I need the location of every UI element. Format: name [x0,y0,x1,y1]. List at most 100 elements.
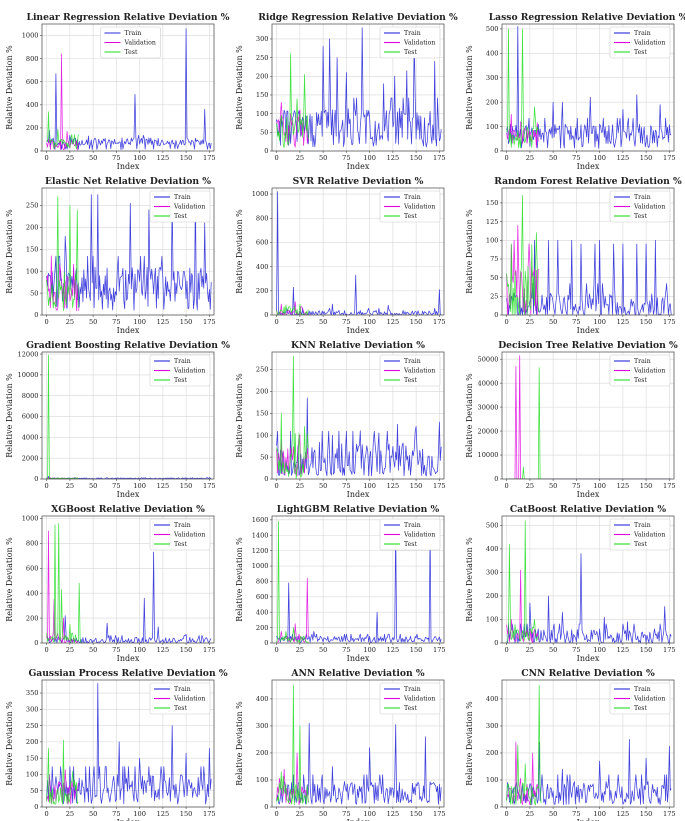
y-tick-label: 200 [256,72,269,80]
x-tick-label: 175 [433,482,446,490]
series-line-test [506,195,539,315]
y-axis-label: Relative Deviation % [5,701,14,786]
legend-label-test: Test [634,49,647,56]
y-tick-label: 0 [264,311,268,319]
y-tick-label: 50 [260,129,268,137]
x-tick-label: 175 [663,482,676,490]
series-line-test [276,521,309,643]
x-tick-label: 175 [433,810,446,818]
legend-label-test: Test [404,541,417,548]
legend-label-validation: Validation [173,368,205,375]
y-tick-label: 50 [30,289,38,297]
legend-box [149,190,211,223]
series-line-test [506,685,542,806]
x-tick-label: 50 [89,318,97,326]
x-tick-label: 25 [526,482,534,490]
x-tick-label: 175 [203,318,216,326]
chart-title: ANN Relative Deviation % [290,668,424,679]
legend-label-train: Train [634,30,651,37]
y-tick-label: 200 [26,124,39,132]
series-line-test [46,111,79,150]
x-tick-label: 25 [296,154,304,162]
x-tick-label: 0 [275,318,279,326]
x-tick-label: 125 [617,154,630,162]
x-axis-label: Index [577,818,600,821]
legend-label-validation: Validation [173,696,205,703]
x-tick-label: 75 [572,482,580,490]
x-tick-label: 150 [180,318,193,326]
y-tick-label: 1000 [22,515,39,523]
legend-label-train: Train [634,686,651,693]
y-tick-label: 250 [256,366,269,374]
y-tick-label: 40000 [478,379,499,387]
plot-frame [41,187,215,316]
y-axis-label: Relative Deviation % [235,45,244,130]
x-tick-label: 25 [526,318,534,326]
y-tick-label: 800 [256,578,269,586]
y-tick-label: 400 [486,545,499,553]
y-tick-label: 1000 [252,190,269,198]
series-line-test [276,53,309,148]
y-tick-label: 200 [486,592,499,600]
x-tick-label: 150 [410,482,423,490]
legend-box [379,518,441,551]
x-axis-label: Index [117,654,140,663]
legend-box [379,190,441,223]
x-tick-label: 100 [593,318,606,326]
legend-label-test: Test [404,705,417,712]
y-tick-label: 1200 [252,547,269,555]
y-tick-label: 600 [256,593,269,601]
x-tick-label: 100 [133,318,146,326]
series-line-test [506,367,543,479]
y-tick-label: 10000 [18,371,39,379]
plot-frame [41,351,215,480]
chart-panel: KNN Relative Deviation % 0 50 100 150 200 250 0… [235,340,446,499]
x-tick-label: 175 [663,810,676,818]
x-tick-label: 100 [593,810,606,818]
legend-label-test: Test [634,541,647,548]
y-tick-label: 400 [256,263,269,271]
y-tick-label: 0 [34,803,38,811]
x-tick-label: 75 [572,154,580,162]
y-tick-label: 100 [256,110,269,118]
y-tick-label: 200 [486,749,499,757]
x-tick-label: 150 [640,810,653,818]
y-axis-label: Relative Deviation % [235,537,244,622]
x-tick-label: 0 [275,482,279,490]
x-tick-label: 75 [112,810,120,818]
chart-panel: Ridge Regression Relative Deviation % 0 50… [235,12,458,171]
y-tick-label: 200 [26,224,39,232]
x-axis-label: Index [347,654,370,663]
legend-label-test: Test [174,377,187,384]
y-tick-label: 0 [494,639,498,647]
legend-label-train: Train [124,30,141,37]
x-tick-label: 75 [572,646,580,654]
legend-label-train: Train [634,522,651,529]
chart-panel: SVR Relative Deviation % 0 200 400 600 800 100… [235,176,446,335]
series-line-test [276,685,309,806]
x-axis-label: Index [117,818,140,821]
y-tick-label: 20000 [478,427,499,435]
x-tick-label: 100 [593,154,606,162]
legend: Train Validation Test [609,190,671,223]
y-tick-label: 400 [256,695,269,703]
legend-box [379,26,441,59]
x-tick-label: 0 [505,646,509,654]
y-axis-label: Relative Deviation % [465,209,474,294]
y-tick-label: 0 [264,147,268,155]
y-tick-label: 0 [34,147,38,155]
x-tick-label: 0 [45,810,49,818]
chart-panel: XGBoost Relative Deviation % 0 200 400 600 80… [5,504,216,663]
legend: Train Validation Test [379,518,441,551]
x-tick-label: 175 [433,646,446,654]
legend-label-train: Train [404,522,421,529]
legend-label-validation: Validation [633,40,665,47]
chart-panel: Elastic Net Relative Deviation % 0 50 100 15… [5,176,216,335]
plot-frame [501,23,675,152]
legend-box [609,354,671,387]
x-tick-label: 25 [66,154,74,162]
x-tick-label: 150 [410,318,423,326]
x-tick-label: 125 [387,482,400,490]
legend-box [609,190,671,223]
y-tick-label: 50 [490,274,498,282]
